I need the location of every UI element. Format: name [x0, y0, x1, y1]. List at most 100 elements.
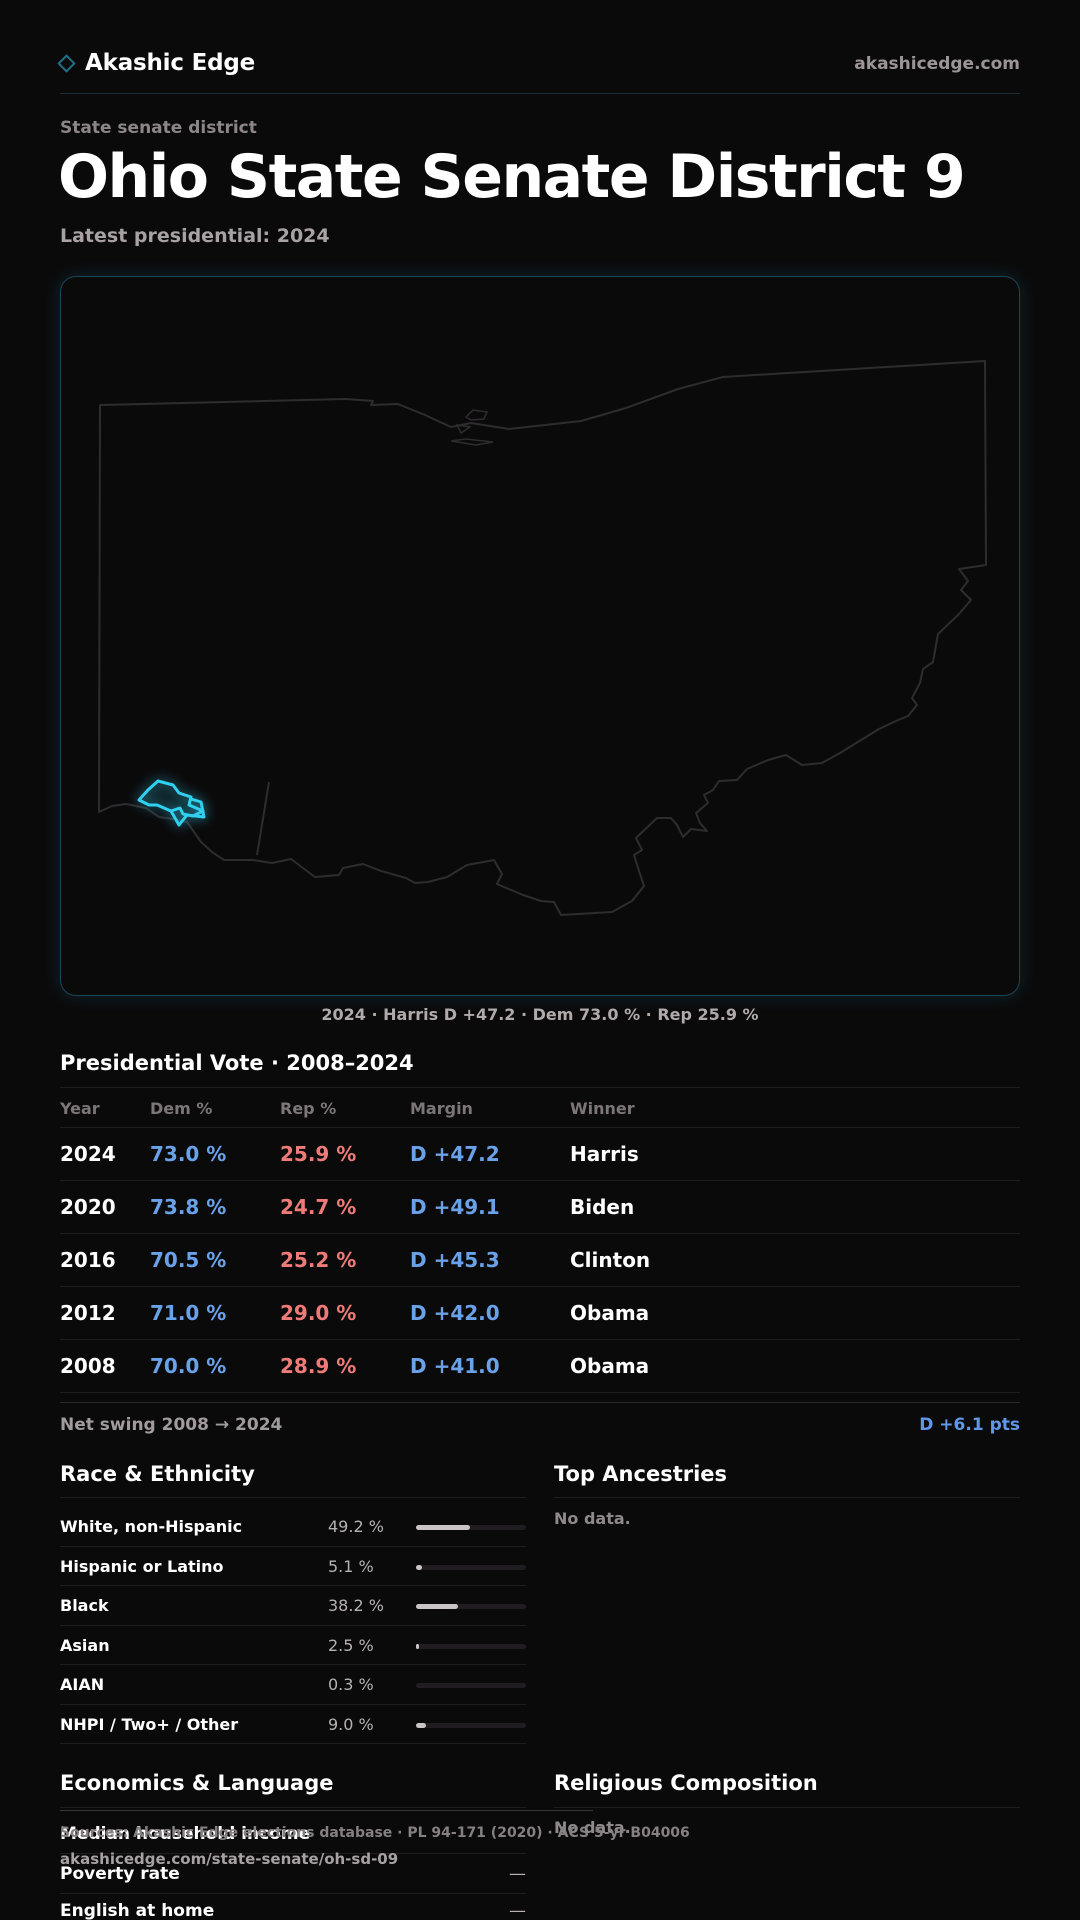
- list-item: Asian 2.5 %: [60, 1626, 526, 1665]
- economics-language-title: Economics & Language: [60, 1771, 334, 1795]
- race-percent: 2.5 %: [328, 1635, 374, 1655]
- race-bar-track: [416, 1564, 526, 1570]
- column-header-rep: Rep %: [280, 1099, 337, 1118]
- religious-composition-title: Religious Composition: [554, 1771, 818, 1795]
- race-ethnicity-title: Race & Ethnicity: [60, 1462, 255, 1486]
- table-row: 2020 73.8 % 24.7 % D +49.1 Biden: [60, 1181, 1020, 1234]
- table-header: Year Dem % Rep % Margin Winner: [60, 1088, 1020, 1128]
- cell-dem: 71.0 %: [150, 1301, 227, 1325]
- race-label: Hispanic or Latino: [60, 1556, 224, 1576]
- cell-margin: D +41.0: [410, 1354, 500, 1378]
- column-header-margin: Margin: [410, 1099, 473, 1118]
- cell-year: 2012: [60, 1301, 116, 1325]
- footer-divider: [60, 1810, 593, 1811]
- divider: [554, 1497, 1020, 1498]
- list-item: Median household income: [60, 1818, 526, 1854]
- cell-winner: Biden: [570, 1195, 635, 1219]
- race-bar-fill: [416, 1525, 471, 1530]
- race-percent: 49.2 %: [328, 1517, 384, 1536]
- brand-name: Akashic Edge: [85, 50, 256, 76]
- column-header-dem: Dem %: [150, 1099, 213, 1118]
- race-label: Black: [60, 1596, 109, 1615]
- econ-label: Median household income: [60, 1824, 311, 1844]
- brand[interactable]: Akashic Edge: [57, 50, 256, 76]
- lake-erie-island-outline: [450, 409, 494, 446]
- map-caption: 2024 · Harris D +47.2 · Dem 73.0 % · Rep…: [321, 1005, 759, 1024]
- race-bar-track: [416, 1604, 526, 1609]
- religion-empty-state: No data.: [554, 1818, 631, 1837]
- diamond-icon: [57, 53, 76, 73]
- divider: [60, 1807, 526, 1808]
- net-swing-label: Net swing 2008 → 2024: [60, 1415, 283, 1435]
- cell-dem: 73.8 %: [150, 1195, 227, 1219]
- district-map[interactable]: [60, 276, 1020, 996]
- cell-rep: 28.9 %: [280, 1354, 357, 1378]
- race-bar-track: [416, 1525, 526, 1530]
- race-label: Asian: [60, 1635, 110, 1655]
- presidential-vote-title: Presidential Vote · 2008–2024: [60, 1051, 414, 1075]
- race-label: White, non-Hispanic: [60, 1517, 243, 1536]
- cell-year: 2024: [60, 1142, 116, 1166]
- district-9-highlight[interactable]: [137, 779, 206, 827]
- divider: [554, 1807, 1020, 1808]
- cell-margin: D +42.0: [410, 1301, 500, 1325]
- cell-dem: 73.0 %: [150, 1142, 227, 1166]
- race-bar-track: [416, 1722, 526, 1728]
- footer-url-link[interactable]: akashicedge.com/state-senate/oh-sd-09: [60, 1850, 399, 1868]
- ancestries-empty-state: No data.: [554, 1509, 631, 1528]
- cell-winner: Harris: [570, 1142, 639, 1166]
- race-ethnicity-list: White, non-Hispanic 49.2 % Hispanic or L…: [60, 1507, 526, 1744]
- race-bar-track: [416, 1683, 526, 1688]
- race-percent: 0.3 %: [328, 1675, 374, 1694]
- cell-margin: D +49.1: [410, 1195, 500, 1219]
- race-bar-fill: [416, 1604, 459, 1609]
- footer-sources: Sources: Akashic Edge elections database…: [60, 1825, 690, 1841]
- cell-winner: Obama: [570, 1301, 650, 1325]
- cell-rep: 25.9 %: [280, 1142, 357, 1166]
- cell-rep: 24.7 %: [280, 1195, 357, 1219]
- cell-winner: Clinton: [570, 1248, 651, 1272]
- cell-year: 2020: [60, 1195, 116, 1219]
- cell-margin: D +47.2: [410, 1142, 500, 1166]
- ohio-map-svg: [98, 360, 987, 916]
- race-percent: 5.1 %: [328, 1556, 374, 1576]
- site-url-link[interactable]: akashicedge.com: [854, 54, 1020, 74]
- cell-winner: Obama: [570, 1354, 650, 1378]
- cell-rep: 25.2 %: [280, 1248, 357, 1272]
- ohio-state-outline: [98, 360, 987, 916]
- econ-value: —: [509, 1864, 526, 1884]
- river-line: [256, 781, 270, 856]
- list-item: AIAN 0.3 %: [60, 1665, 526, 1705]
- page-title: Ohio State Senate District 9: [58, 142, 966, 212]
- table-row: 2024 73.0 % 25.9 % D +47.2 Harris: [60, 1128, 1020, 1181]
- presidential-vote-table: Year Dem % Rep % Margin Winner 2024 73.0…: [60, 1088, 1020, 1393]
- list-item: Hispanic or Latino 5.1 %: [60, 1547, 526, 1586]
- table-row: 2008 70.0 % 28.9 % D +41.0 Obama: [60, 1340, 1020, 1393]
- list-item: English at home —: [60, 1895, 526, 1920]
- table-row: 2016 70.5 % 25.2 % D +45.3 Clinton: [60, 1234, 1020, 1287]
- column-header-winner: Winner: [570, 1099, 635, 1118]
- econ-value: —: [509, 1901, 526, 1920]
- econ-label: Poverty rate: [60, 1864, 180, 1884]
- divider: [60, 1087, 1020, 1088]
- cell-year: 2016: [60, 1248, 116, 1272]
- race-bar-fill: [416, 1683, 419, 1688]
- top-bar: Akashic Edge akashicedge.com: [57, 44, 1020, 94]
- race-label: NHPI / Two+ / Other: [60, 1714, 239, 1734]
- race-bar-fill: [416, 1722, 426, 1728]
- cell-rep: 29.0 %: [280, 1301, 357, 1325]
- race-bar-fill: [416, 1564, 422, 1570]
- table-row: 2012 71.0 % 29.0 % D +42.0 Obama: [60, 1287, 1020, 1340]
- race-percent: 9.0 %: [328, 1714, 374, 1734]
- list-item: White, non-Hispanic 49.2 %: [60, 1507, 526, 1547]
- race-bar-fill: [416, 1643, 419, 1649]
- divider: [60, 1497, 526, 1498]
- race-percent: 38.2 %: [328, 1596, 384, 1615]
- race-bar-track: [416, 1643, 526, 1649]
- list-item: Black 38.2 %: [60, 1586, 526, 1626]
- page-subtitle: Latest presidential: 2024: [60, 225, 330, 247]
- divider: [60, 1402, 1020, 1403]
- cell-dem: 70.0 %: [150, 1354, 227, 1378]
- net-swing-value: D +6.1 pts: [919, 1415, 1020, 1435]
